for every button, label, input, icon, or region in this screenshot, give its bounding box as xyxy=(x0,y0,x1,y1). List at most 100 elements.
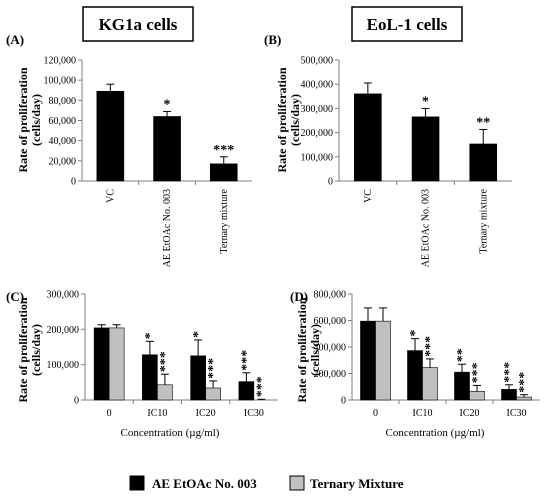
x-axis-label: Concentration (µg/ml) xyxy=(121,427,220,439)
bar xyxy=(96,90,125,182)
bar xyxy=(516,396,532,401)
significance-label: * xyxy=(422,94,429,109)
y-tick-label: 40,000 xyxy=(49,136,77,147)
y-tick-label: 500,000 xyxy=(301,56,334,67)
x-category-label: IC10 xyxy=(147,408,167,419)
significance-label: *** xyxy=(423,336,438,357)
y-tick-label: 200,000 xyxy=(314,369,347,380)
x-category-label: IC10 xyxy=(413,408,433,419)
bar xyxy=(407,350,423,401)
x-category-label: VC xyxy=(105,189,116,203)
y-axis-label: (cells/day) xyxy=(288,94,302,146)
bar xyxy=(501,389,517,401)
y-tick-label: 400,000 xyxy=(314,343,347,354)
y-tick-label: 0 xyxy=(74,396,79,407)
y-axis-label: Rate of proliferation xyxy=(16,67,30,172)
y-axis-label: (cells/day) xyxy=(308,324,322,376)
y-tick-label: 60,000 xyxy=(49,116,77,127)
legend-label-series2: Ternary Mixture xyxy=(310,476,404,491)
x-category-label: IC30 xyxy=(244,408,264,419)
significance-label: *** xyxy=(470,362,485,383)
chart-panel-a: (A) Rate of proliferation (cells/day) 0 20,0… xyxy=(6,32,252,267)
bar xyxy=(354,93,382,182)
legend-swatch-series1 xyxy=(129,475,145,491)
bar xyxy=(153,116,181,182)
bar xyxy=(238,381,255,401)
significance-label: * xyxy=(143,332,158,339)
panel-letter: (D) xyxy=(290,289,308,304)
panel-letter: (C) xyxy=(6,289,24,304)
y-axis-label: (cells/day) xyxy=(29,94,43,146)
significance-label: *** xyxy=(502,362,517,383)
bar xyxy=(108,327,125,401)
y-axis-label: Rate of proliferation xyxy=(16,297,30,402)
x-axis-label: Concentration (µg/ml) xyxy=(386,427,485,439)
y-tick-label: 600,000 xyxy=(314,316,347,327)
significance-label: *** xyxy=(213,143,234,158)
x-category-label: Ternary mixture xyxy=(478,188,489,253)
bar xyxy=(93,327,110,401)
significance-label: * xyxy=(408,330,423,337)
x-category-label: IC30 xyxy=(507,408,527,419)
bar xyxy=(422,367,438,401)
bar xyxy=(411,116,440,182)
y-tick-label: 100,000 xyxy=(44,76,77,87)
significance-label: *** xyxy=(517,372,532,393)
title-kg1a: KG1a cells xyxy=(99,15,178,34)
y-tick-label: 0 xyxy=(328,177,333,188)
x-category-label: AE EtOAc No. 003 xyxy=(421,189,432,267)
bar xyxy=(157,384,173,401)
significance-label: ** xyxy=(476,115,490,130)
bar xyxy=(209,163,238,182)
bar xyxy=(375,320,391,401)
title-box-frame xyxy=(82,6,194,42)
x-category-label: IC20 xyxy=(460,408,480,419)
significance-label: *** xyxy=(158,351,173,372)
y-tick-label: 0 xyxy=(341,396,346,407)
significance-label: *** xyxy=(254,376,269,397)
bar xyxy=(190,355,206,401)
y-tick-label: 400,000 xyxy=(301,80,334,91)
legend: AE EtOAc No. 003 Ternary Mixture xyxy=(129,475,404,491)
title-box-kg1a: KG1a cells xyxy=(82,6,194,42)
x-category-label: AE EtOAc No. 003 xyxy=(162,189,173,267)
y-tick-label: 20,000 xyxy=(49,156,77,167)
bar xyxy=(360,320,376,401)
y-tick-label: 800,000 xyxy=(314,290,347,301)
chart-panel-d: (D)Rate of proliferation (cells/day) 0 200,… xyxy=(290,289,540,439)
bar xyxy=(142,354,158,401)
chart-panel-c: (C)Rate of proliferation (cells/day) 0 100,… xyxy=(6,289,278,439)
y-tick-label: 100,000 xyxy=(301,152,334,163)
y-tick-label: 0 xyxy=(71,177,76,188)
bar xyxy=(469,391,485,401)
y-tick-label: 300,000 xyxy=(301,104,334,115)
significance-label: * xyxy=(164,97,171,112)
y-axis-label: Rate of proliferation xyxy=(295,297,309,402)
x-category-label: IC20 xyxy=(196,408,216,419)
title-box-eol1: EoL-1 cells xyxy=(351,6,463,42)
y-tick-label: 80,000 xyxy=(49,96,77,107)
y-axis-label: (cells/day) xyxy=(29,324,43,376)
x-category-label: 0 xyxy=(373,408,378,419)
panel-letter: (A) xyxy=(6,32,24,47)
title-box-frame xyxy=(351,6,463,42)
legend-label-series1: AE EtOAc No. 003 xyxy=(152,476,257,491)
x-category-label: VC xyxy=(363,189,374,203)
significance-label: ** xyxy=(455,348,470,362)
y-tick-label: 100,000 xyxy=(47,360,80,371)
y-axis-label: Rate of proliferation xyxy=(275,67,289,172)
x-category-label: 0 xyxy=(107,408,112,419)
significance-label: *** xyxy=(206,358,221,379)
bar xyxy=(469,143,498,182)
chart-panel-b: (B) Rate of proliferation (cells/day) 0 100,… xyxy=(264,32,512,267)
title-eol1: EoL-1 cells xyxy=(367,15,448,34)
bar xyxy=(205,387,221,401)
y-tick-label: 200,000 xyxy=(47,325,80,336)
panel-letter: (B) xyxy=(264,32,281,47)
significance-label: * xyxy=(191,331,206,338)
y-tick-label: 120,000 xyxy=(44,56,77,67)
legend-swatch-series2 xyxy=(289,475,305,491)
significance-label: *** xyxy=(239,350,254,371)
bar xyxy=(454,371,470,401)
